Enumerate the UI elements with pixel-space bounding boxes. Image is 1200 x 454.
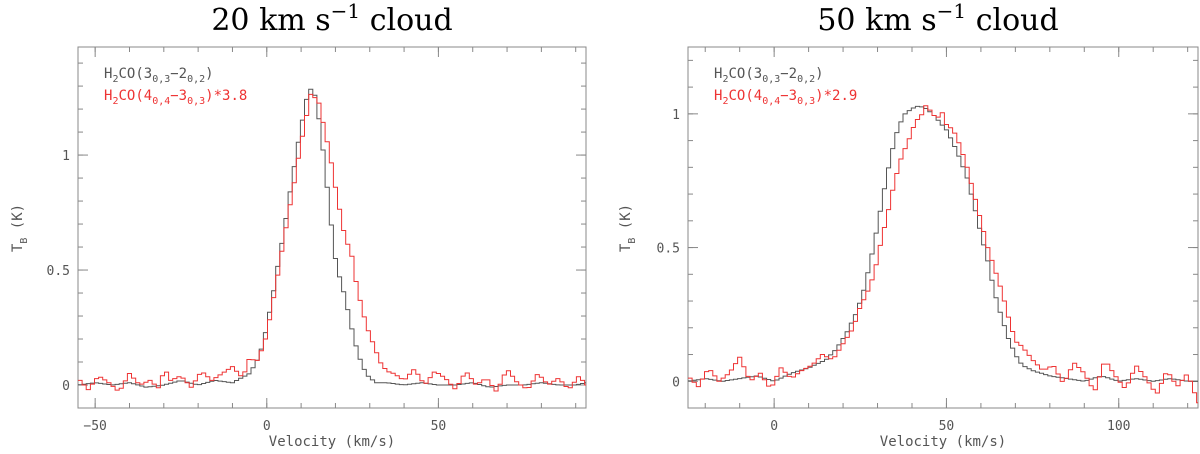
chart-left-xtick-label: 0 [263, 419, 271, 434]
chart-right-plot-frame [687, 46, 1199, 409]
chart-right-legend-gray: H2CO(30,3−20,2) [714, 66, 824, 85]
chart-left-xtick-label: 50 [431, 419, 447, 434]
chart-right-legend-red: H2CO(40,4−30,3)*2.9 [714, 88, 857, 107]
chart-left-ytick-label: 0 [62, 379, 70, 394]
chart-left-ylabel: TB (K) [10, 204, 30, 252]
chart-left-legend-red: H2CO(40,4−30,3)*3.8 [104, 88, 247, 107]
chart-left-plot-frame [77, 46, 587, 409]
chart-left-series-gray-line [78, 88, 586, 388]
chart-right: 50 km s−1 cloud 0 50 100 0 0.5 1 H2CO(30,3−20… [618, 0, 1199, 450]
chart-right-title: 50 km s−1 cloud [817, 0, 1058, 38]
chart-right-ticks: 0 50 100 0 0.5 1 [657, 47, 1198, 434]
chart-left-xlabel: Velocity (km/s) [269, 434, 395, 450]
chart-left-ticks: −50 0 50 0 0.5 1 [47, 47, 586, 434]
chart-left-ytick-label: 1 [62, 149, 70, 164]
chart-right-xlabel: Velocity (km/s) [880, 434, 1006, 450]
chart-left-series-red-line [78, 93, 586, 392]
chart-right-ylabel: TB (K) [618, 204, 638, 252]
chart-right-ytick-label: 0.5 [657, 242, 680, 257]
chart-right-series [688, 105, 1198, 404]
chart-right-ytick-label: 1 [672, 108, 680, 123]
chart-left-xtick-label: −50 [83, 419, 106, 434]
chart-right-ytick-label: 0 [672, 375, 680, 390]
chart-left-series [78, 88, 586, 392]
chart-right-xtick-label: 0 [770, 419, 778, 434]
chart-right-series-red-line [688, 105, 1198, 404]
chart-left-ytick-label: 0.5 [47, 264, 70, 279]
chart-left-legend-gray: H2CO(30,3−20,2) [104, 66, 214, 85]
chart-right-xtick-label: 50 [939, 419, 955, 434]
chart-left: 20 km s−1 cloud −50 0 50 0 0.5 1 H2CO(30,3−20… [10, 0, 587, 450]
chart-left-title: 20 km s−1 cloud [211, 0, 452, 38]
chart-right-xtick-label: 100 [1107, 419, 1130, 434]
chart-right-series-gray-line [688, 105, 1198, 382]
